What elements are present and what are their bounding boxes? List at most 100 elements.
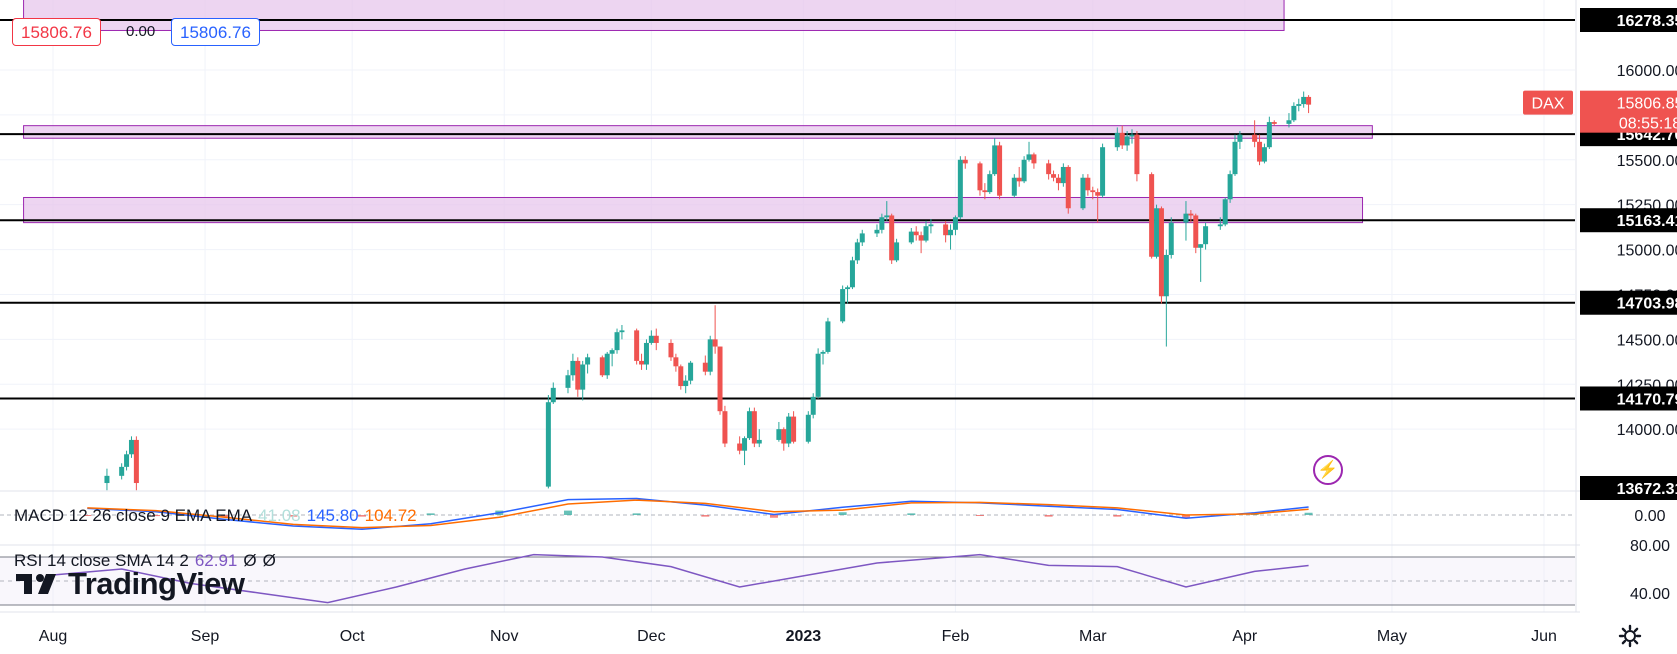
candle	[737, 436, 743, 455]
macd-legend[interactable]: MACD 12 26 close 9 EMA EMA 41.08 145.80 104…	[14, 506, 423, 526]
rsi-legend-label: RSI 14 close SMA 14 2	[14, 551, 189, 570]
candle	[1188, 210, 1194, 223]
level-price-label: 16278.35	[1617, 13, 1677, 30]
candle	[923, 220, 929, 243]
candle-body	[781, 429, 787, 444]
time-tick-label: Apr	[1232, 628, 1258, 645]
candle	[751, 407, 757, 448]
time-axis[interactable]: Aug Sep Oct Nov Dec 2023 Feb Mar Apr May Jun	[39, 628, 1557, 645]
candle	[1232, 134, 1238, 176]
tradingview-logo[interactable]: TradingView	[16, 566, 245, 602]
candle	[786, 412, 792, 448]
candle-body	[948, 229, 954, 236]
candle	[1168, 217, 1174, 259]
candle-body	[1095, 192, 1101, 196]
time-tick-label: Mar	[1079, 628, 1107, 645]
macd-histogram-bar	[1181, 515, 1190, 519]
candle	[648, 330, 654, 345]
candle	[668, 339, 674, 361]
candle-body	[1119, 132, 1125, 146]
countdown-label: 08:55:18	[1619, 116, 1677, 133]
candle	[746, 407, 752, 440]
candle	[820, 350, 826, 365]
last-price-tag	[1580, 90, 1677, 133]
lightning-icon[interactable]: ⚡	[1313, 455, 1343, 485]
candle-body	[923, 226, 929, 241]
macd-histogram-bar	[701, 515, 710, 517]
candle-body	[1237, 134, 1243, 142]
candle	[781, 427, 787, 451]
candle	[614, 328, 620, 354]
candle-body	[1129, 134, 1135, 137]
candle	[639, 353, 645, 370]
candle	[943, 220, 949, 243]
candle-body	[1266, 122, 1272, 148]
candle	[845, 285, 851, 304]
horizontal-levels	[0, 19, 1575, 400]
candle	[580, 360, 586, 401]
candle-body	[820, 351, 826, 354]
time-tick-label: Nov	[490, 628, 518, 645]
price-axis[interactable]: 16000.0015750.0015500.0015250.0015000.00…	[1523, 0, 1677, 654]
candle-body	[1203, 226, 1209, 245]
candle	[918, 231, 924, 254]
candle-body	[751, 411, 757, 444]
rsi-tick-label: 40.00	[1630, 586, 1670, 603]
candle-body	[604, 353, 610, 376]
candle	[1085, 174, 1091, 196]
ask-price-badge[interactable]: 15806.76	[171, 18, 260, 46]
candle	[952, 215, 958, 236]
candle-body	[1296, 104, 1302, 106]
candle-body	[889, 215, 895, 261]
candle	[707, 335, 713, 376]
price-tick-label: 16000.00	[1617, 63, 1677, 80]
price-tick-label: 14500.00	[1617, 332, 1677, 349]
gear-icon[interactable]	[1618, 624, 1642, 648]
tradingview-wordmark: TradingView	[68, 566, 245, 601]
candle	[957, 156, 963, 220]
candle	[805, 411, 811, 444]
candle	[550, 382, 556, 405]
candle-body	[1198, 244, 1204, 248]
rsi-legend[interactable]: RSI 14 close SMA 14 2 62.91 Ø Ø	[14, 551, 282, 571]
candle	[859, 229, 865, 246]
candle-body	[859, 233, 865, 243]
candle	[1286, 113, 1292, 128]
candle-body	[1114, 132, 1120, 148]
candle-body	[1016, 177, 1022, 182]
candle-body	[1124, 136, 1130, 146]
candle-body	[1252, 134, 1258, 142]
candle-body	[1261, 147, 1267, 162]
macd-histogram-bar	[838, 512, 847, 515]
candle-body	[550, 387, 556, 403]
tradingview-logo-icon	[16, 574, 56, 594]
rsi-tick-label: 80.00	[1630, 538, 1670, 555]
candle	[712, 305, 718, 354]
candle-body	[805, 414, 811, 442]
candle	[1301, 91, 1307, 108]
macd-histogram-bar	[769, 515, 778, 518]
candle-body	[1183, 213, 1189, 223]
candle-body	[609, 350, 615, 354]
candle	[756, 429, 762, 448]
candle	[1154, 204, 1160, 259]
candle-body	[1090, 190, 1096, 193]
spread-value: 0.00	[126, 23, 156, 40]
candle-body	[639, 360, 645, 365]
macd-histogram-bar	[426, 513, 435, 515]
bid-price-badge[interactable]: 15806.76	[12, 18, 101, 46]
candle	[717, 346, 723, 415]
candle	[1100, 143, 1106, 198]
candle	[104, 468, 110, 491]
candle-body	[673, 357, 679, 367]
candle	[1291, 102, 1297, 123]
candle-body	[854, 242, 860, 261]
candle	[1237, 131, 1243, 150]
candle	[1124, 131, 1130, 151]
candle	[599, 355, 605, 378]
candle	[1065, 165, 1071, 214]
candle-body	[1154, 208, 1160, 257]
candle-body	[742, 438, 748, 451]
support-resistance-zone	[23, 125, 1373, 139]
